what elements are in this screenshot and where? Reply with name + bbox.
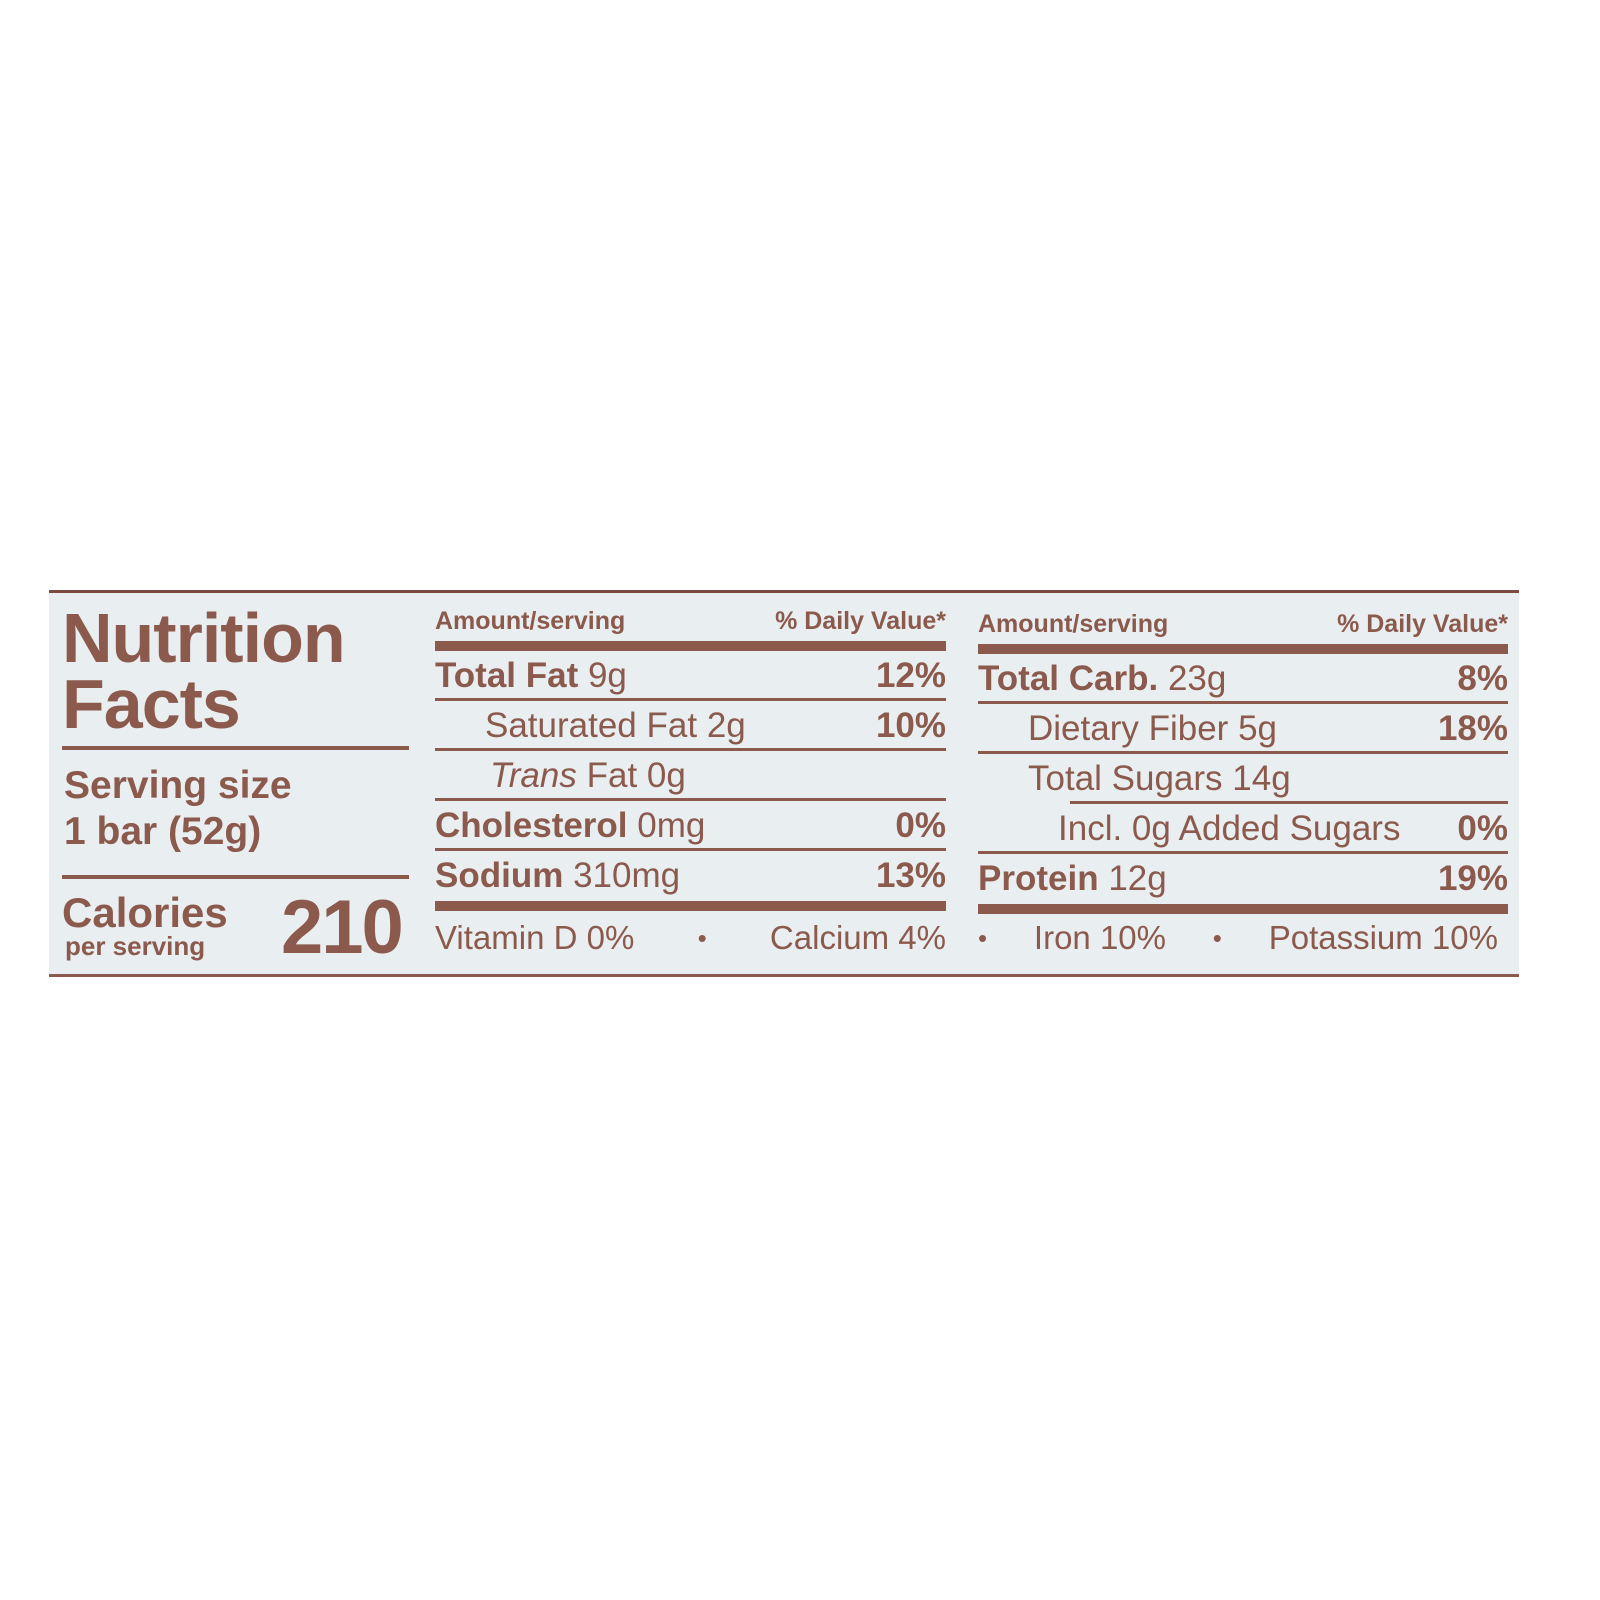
nutrient-row-trans-fat: Trans Fat 0g [435,751,946,801]
thick-divider [435,641,946,651]
serving-size-label: Serving size [64,764,292,807]
calories-value: 210 [281,885,404,970]
nutrient-row-added-sugars: Incl. 0g Added Sugars 0% [978,804,1508,854]
nutrient-dv: 0% [1457,809,1508,848]
nutrient-name: Dietary Fiber [1028,709,1229,748]
nutrient-amount: 23g [1167,659,1227,698]
nutrition-facts-title: Nutrition Facts [62,599,346,743]
bullet: • [697,923,707,953]
nutrient-amount: 0g [646,756,686,795]
per-serving-label: per serving [65,931,206,961]
bullet: • [1212,923,1222,953]
calories-label: Calories [62,889,228,936]
divider [62,746,409,750]
header-daily-value: % Daily Value* [1337,610,1508,638]
title-line-2: Facts [62,665,241,743]
nutrient-name: Total Fat [435,656,579,695]
nutrient-row-dietary-fiber: Dietary Fiber 5g 18% [978,704,1508,754]
title-line-1: Nutrition [62,599,346,677]
nutrient-dv: 8% [1457,659,1508,698]
header-daily-value: % Daily Value* [775,607,946,635]
serving-size-value: 1 bar (52g) [64,810,262,853]
iron: Iron 10% [1033,919,1166,956]
nutrient-name: Sodium [435,856,564,895]
thick-divider [435,901,946,911]
nutrient-name-suffix: Fat [586,756,638,795]
nutrient-dv: 19% [1437,859,1508,898]
nutrient-row-saturated-fat: Saturated Fat 2g 10% [435,701,946,751]
nutrient-name: Incl. 0g Added Sugars [1058,809,1401,848]
nutrient-amount: 12g [1108,859,1167,898]
nutrient-dv: 13% [875,856,946,895]
left-nutrient-table: Amount/serving % Daily Value* Total Fat … [435,601,946,965]
bullet: • [978,923,988,953]
nutrient-dv: 0% [895,806,946,845]
nutrient-amount: 14g [1232,759,1291,798]
calcium: Calcium 4% [769,919,946,956]
nutrient-amount: 5g [1238,709,1277,748]
nutrient-row-protein: Protein 12g 19% [978,854,1508,904]
nutrient-name: Total Sugars [1028,759,1223,798]
nutrient-dv: 10% [875,706,946,745]
nutrient-row-cholesterol: Cholesterol 0mg 0% [435,801,946,851]
header-amount: Amount/serving [435,607,626,635]
nutrient-amount: 9g [587,656,627,695]
nutrient-name: Protein [978,859,1099,898]
nutrient-row-total-carb: Total Carb. 23g 8% [978,654,1508,704]
nutrient-amount: 310mg [573,856,681,895]
nutrient-dv: 12% [875,656,946,695]
potassium: Potassium 10% [1268,919,1498,956]
nutrient-row-total-fat: Total Fat 9g 12% [435,651,946,701]
nutrient-name: Cholesterol [435,806,628,845]
nutrient-amount: 2g [706,706,746,745]
vitamins-row-right: • Iron 10% • Potassium 10% [978,911,1508,965]
divider [62,875,409,879]
header-amount: Amount/serving [978,610,1169,638]
thick-divider [978,644,1508,654]
indented-divider [1070,801,1508,804]
nutrient-row-total-sugars: Total Sugars 14g [978,754,1508,804]
vitamins-row-left: Vitamin D 0% • Calcium 4% [435,911,946,965]
table-header: Amount/serving % Daily Value* [978,604,1508,644]
nutrient-name: Total Carb. [978,659,1159,698]
table-header: Amount/serving % Daily Value* [435,601,946,641]
nutrient-row-sodium: Sodium 310mg 13% [435,851,946,901]
nutrient-amount: 0mg [637,806,706,845]
serving-size: Serving size 1 bar (52g) [64,763,292,855]
nutrient-dv: 18% [1437,709,1508,748]
nutrition-facts-panel: Nutrition Facts Serving size 1 bar (52g)… [49,590,1519,977]
right-nutrient-table: Amount/serving % Daily Value* Total Carb… [978,604,1508,965]
vitamin-d: Vitamin D 0% [435,919,635,956]
thick-divider [978,904,1508,914]
nutrient-name: Saturated Fat [485,706,698,745]
nutrient-name: Trans [490,756,577,795]
